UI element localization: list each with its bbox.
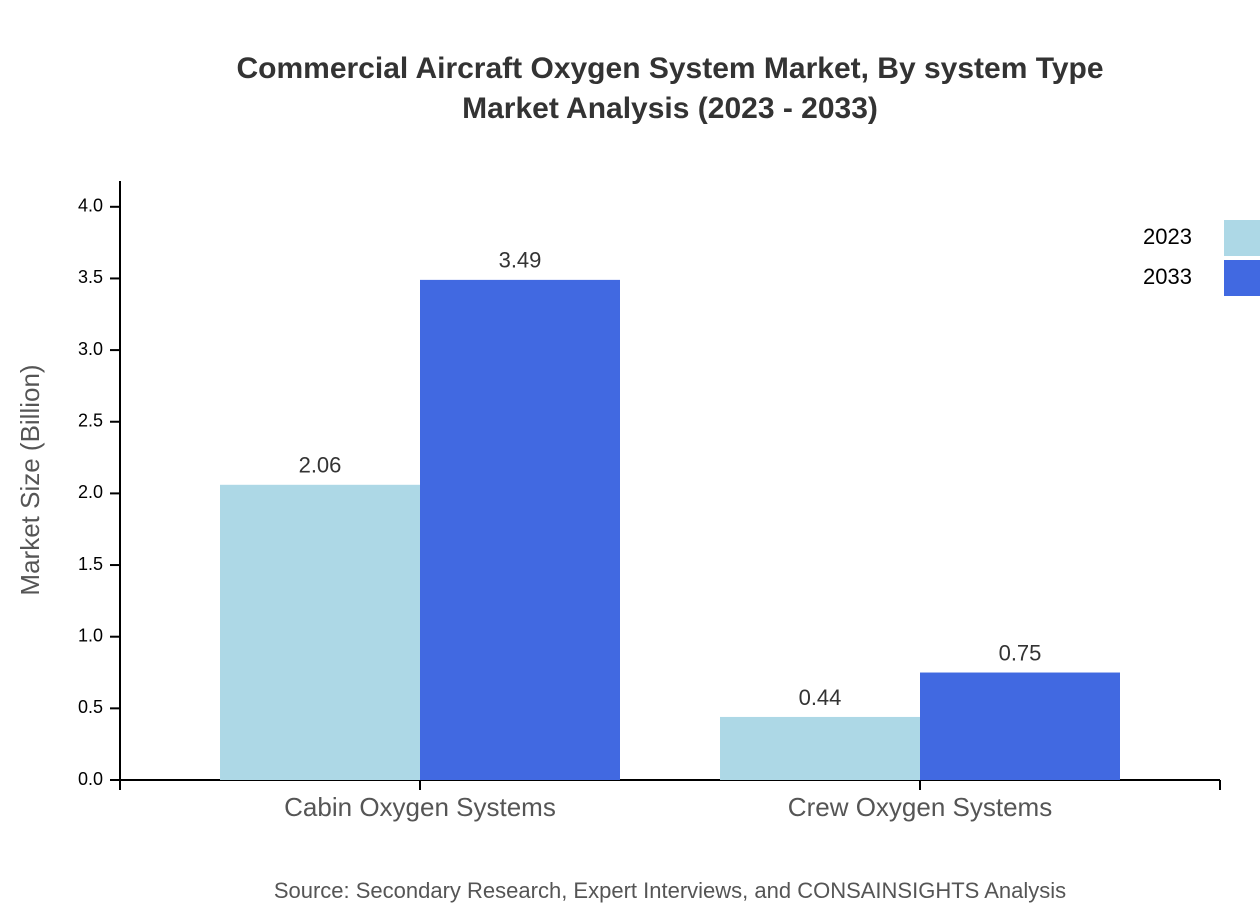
y-tick-label: 2.5	[78, 410, 103, 430]
y-tick-label: 3.5	[78, 267, 103, 287]
legend-label: 2033	[1143, 264, 1192, 289]
value-label: 2.06	[299, 453, 342, 478]
y-tick-label: 0.0	[78, 769, 103, 789]
x-tick-label: Cabin Oxygen Systems	[284, 792, 556, 822]
legend-swatch	[1224, 260, 1260, 296]
y-axis-title: Market Size (Billion)	[15, 364, 45, 595]
chart-subtitle: Market Analysis (2023 - 2033)	[462, 92, 878, 125]
bar	[720, 716, 920, 780]
value-label: 3.49	[499, 248, 542, 273]
y-tick-label: 0.5	[78, 697, 103, 717]
value-label: 0.75	[999, 640, 1042, 665]
y-tick-label: 3.0	[78, 339, 103, 359]
x-tick-label: Crew Oxygen Systems	[788, 792, 1052, 822]
y-tick-label: 4.0	[78, 196, 103, 216]
value-label: 0.44	[799, 685, 842, 710]
source-note: Source: Secondary Research, Expert Inter…	[274, 878, 1066, 903]
bar	[220, 484, 420, 780]
y-tick-label: 1.0	[78, 625, 103, 645]
bar	[920, 672, 1120, 780]
bar	[420, 279, 620, 780]
legend-swatch	[1224, 220, 1260, 256]
y-tick-label: 1.5	[78, 554, 103, 574]
legend-label: 2023	[1143, 224, 1192, 249]
y-tick-label: 2.0	[78, 482, 103, 502]
chart-title: Commercial Aircraft Oxygen System Market…	[236, 52, 1103, 85]
